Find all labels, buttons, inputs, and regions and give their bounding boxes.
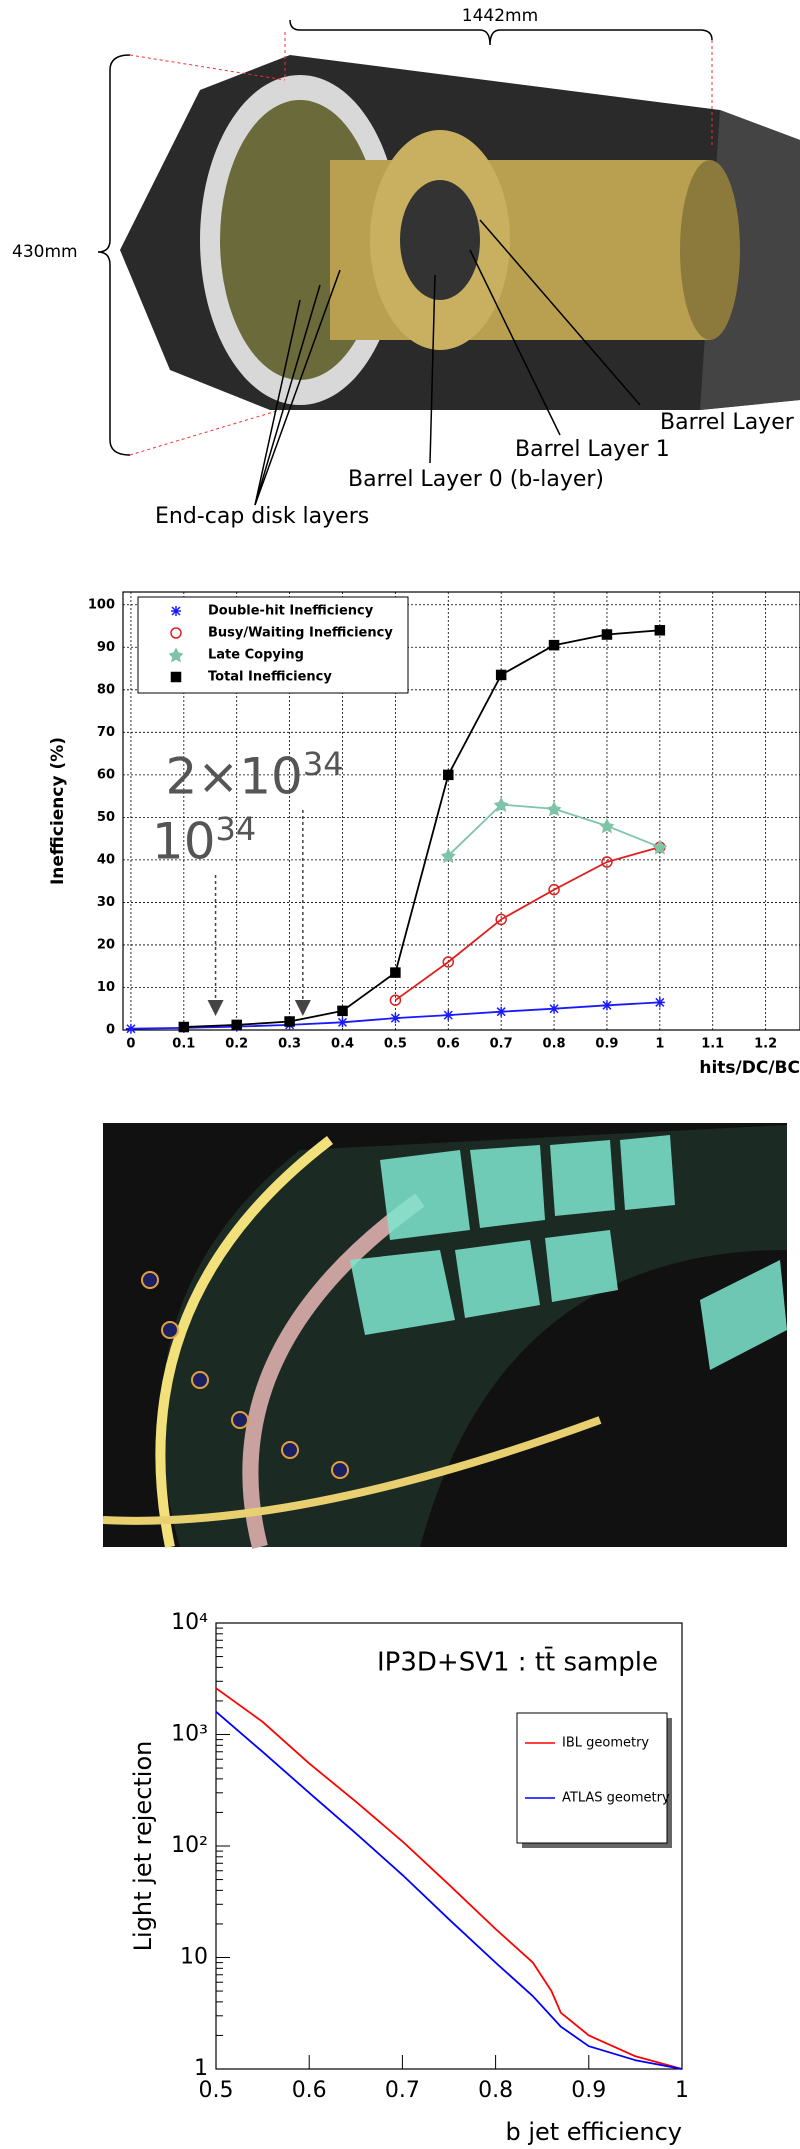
endcap-label: End-cap disk layers — [155, 504, 369, 529]
marker — [497, 670, 506, 679]
x-tick-label: 1.1 — [701, 1037, 724, 1052]
length-label: 1442mm — [462, 6, 538, 26]
marker — [179, 1023, 188, 1032]
x-tick-label: 0.9 — [571, 2078, 606, 2103]
annotation-exponent: 34 — [303, 745, 344, 783]
layer-label: Barrel Layer — [660, 410, 795, 435]
marker — [285, 1017, 294, 1026]
annotation: 2×10 — [165, 748, 302, 806]
x-tick-label: 0.3 — [278, 1037, 301, 1052]
x-axis-title: hits/DC/BC — [699, 1058, 800, 1078]
legend-label: Double-hit Inefficiency — [208, 604, 374, 619]
x-tick-label: 0.8 — [478, 2078, 513, 2103]
diameter-label: 430mm — [12, 242, 78, 262]
marker — [495, 799, 507, 811]
y-tick-label: 0 — [106, 1023, 115, 1038]
marker — [549, 1004, 559, 1014]
legend-label: Busy/Waiting Inefficiency — [208, 626, 393, 641]
page: {"figure":{"labels":{"length":"1442mm","… — [0, 0, 800, 2149]
x-tick-label: 0.6 — [437, 1037, 460, 1052]
legend-label: ATLAS geometry — [562, 1791, 670, 1806]
y-axis-title: Inefficiency (%) — [48, 737, 68, 885]
chart-title: IP3D+SV1 : tt̄ sample — [377, 1646, 658, 1678]
marker — [602, 1000, 612, 1010]
y-tick-label: 40 — [97, 852, 115, 867]
marker — [126, 1024, 136, 1034]
marker — [443, 1010, 453, 1020]
y-tick-label: 80 — [97, 682, 115, 697]
series-line — [395, 847, 659, 1000]
y-tick-label: 10² — [171, 1833, 208, 1858]
annotation-arrowhead — [208, 1000, 224, 1016]
x-tick-label: 1 — [675, 2078, 689, 2103]
annotation-exponent: 34 — [216, 810, 257, 848]
y-tick-label: 10³ — [171, 1722, 208, 1747]
y-tick-label: 50 — [97, 810, 115, 825]
layer-label: Barrel Layer 0 (b-layer) — [348, 467, 604, 492]
y-tick-label: 10 — [97, 980, 115, 995]
marker — [172, 673, 181, 682]
x-tick-label: 0.2 — [225, 1037, 248, 1052]
marker — [390, 1013, 400, 1023]
x-tick-label: 0 — [126, 1037, 135, 1052]
marker — [171, 606, 181, 616]
y-tick-label: 30 — [97, 895, 115, 910]
x-axis-title: b jet efficiency — [505, 2118, 682, 2146]
x-tick-label: 0.6 — [292, 2078, 327, 2103]
marker — [496, 1007, 506, 1017]
x-tick-label: 0.7 — [385, 2078, 420, 2103]
x-tick-label: 0.7 — [490, 1037, 513, 1052]
legend-box — [517, 1713, 667, 1843]
y-tick-label: 70 — [97, 725, 115, 740]
y-tick-label: 60 — [97, 767, 115, 782]
x-tick-label: 1 — [655, 1037, 664, 1052]
annotation-arrowhead — [295, 1000, 311, 1016]
chart: 0 10 20 30 40 50 60 70 80 90 100 0 0.1 0.2 0.3 0.4 0.5 0.… — [48, 592, 800, 1078]
x-tick-label: 0.1 — [172, 1037, 195, 1052]
marker — [602, 630, 611, 639]
figure: 1442mm 430mm Barrel Layer Barrel Layer 1… — [0, 0, 800, 2149]
marker — [338, 1006, 347, 1015]
marker — [337, 1017, 347, 1027]
marker — [654, 841, 666, 853]
x-tick-label: 1.2 — [754, 1037, 777, 1052]
layer-label: Barrel Layer 1 — [515, 437, 670, 462]
y-tick-label: 10 — [180, 1945, 208, 1970]
legend-label: IBL geometry — [562, 1736, 649, 1751]
marker — [232, 1020, 241, 1029]
marker — [548, 803, 560, 815]
marker — [391, 968, 400, 977]
x-tick-label: 0.5 — [384, 1037, 407, 1052]
event-display-image — [103, 1123, 787, 1547]
marker — [601, 820, 613, 832]
legend-label: Total Inefficiency — [208, 670, 332, 685]
marker — [655, 997, 665, 1007]
chart: 11010²10³10⁴0.50.60.70.80.91Light jet re… — [129, 1610, 689, 2146]
marker — [550, 641, 559, 650]
marker — [444, 770, 453, 779]
y-tick-label: 90 — [97, 640, 115, 655]
y-tick-label: 10⁴ — [171, 1610, 208, 1635]
y-tick-label: 100 — [88, 597, 115, 612]
x-tick-label: 0.8 — [543, 1037, 566, 1052]
y-tick-label: 20 — [97, 937, 115, 952]
annotation: 10 — [152, 813, 216, 871]
marker — [655, 626, 664, 635]
x-tick-label: 0.5 — [199, 2078, 234, 2103]
legend-label: Late Copying — [208, 648, 304, 663]
x-tick-label: 0.9 — [595, 1037, 618, 1052]
x-tick-label: 0.4 — [331, 1037, 354, 1052]
y-axis-title: Light jet rejection — [129, 1741, 157, 1952]
